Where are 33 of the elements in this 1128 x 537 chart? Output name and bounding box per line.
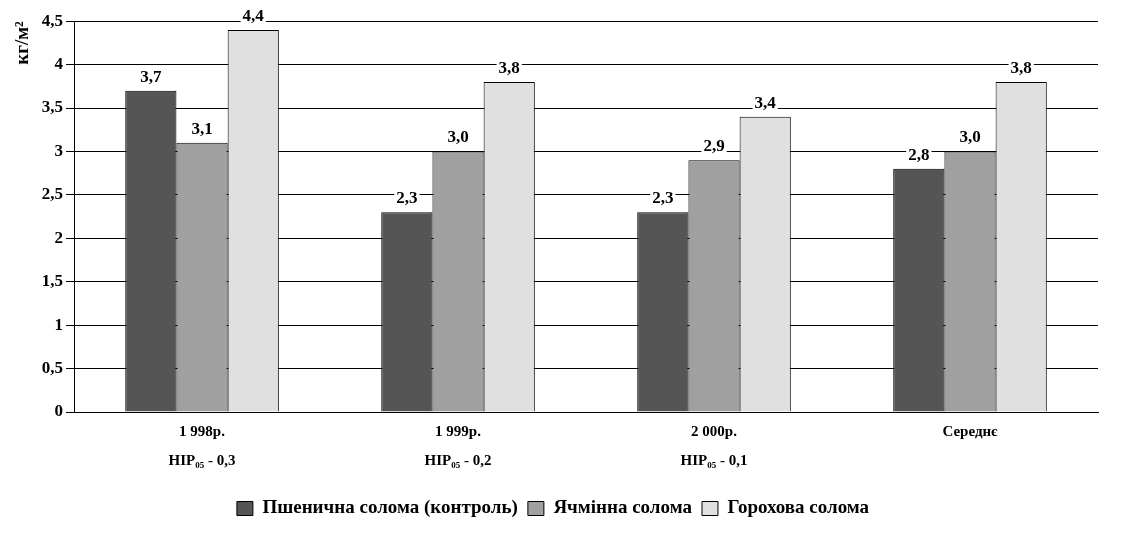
- y-tick-label: 2: [54, 227, 64, 247]
- data-label: 3,8: [1010, 57, 1032, 77]
- text: НІР₀₅ - 0,1: [680, 452, 748, 469]
- y-tick-label: 1,5: [41, 271, 64, 291]
- x-tick-label: 1 999р.: [435, 422, 482, 439]
- x-tick-label: 1 998р.: [179, 422, 226, 439]
- data-label: 2,9: [703, 136, 725, 156]
- y-tick-label: 0,5: [41, 357, 64, 377]
- data-label: 2,8: [908, 144, 930, 164]
- y-tick-label: 3: [54, 140, 64, 160]
- data-label: 3,0: [959, 127, 981, 147]
- data-label: 3,7: [140, 66, 162, 86]
- y-tick-label: 0: [54, 401, 64, 421]
- legend-label: Ячмінна солома: [553, 496, 693, 518]
- legend-label: Пшенична солома (контроль): [262, 496, 518, 519]
- y-tick-label: 4,5: [41, 10, 64, 30]
- legend-label: Горохова солома: [727, 496, 870, 518]
- x-tick-label: 2 000р.: [691, 422, 738, 439]
- y-tick-label: 4: [54, 54, 64, 74]
- y-tick-label: 1: [54, 314, 64, 334]
- y-axis-title: кг/м²: [11, 20, 33, 65]
- data-label: 3,4: [754, 92, 777, 112]
- y-tick-label: 2,5: [41, 184, 64, 204]
- data-label: 2,3: [652, 188, 674, 208]
- data-label: 2,3: [396, 188, 418, 208]
- data-label: 3,0: [447, 127, 469, 147]
- data-label: 3,1: [191, 118, 213, 138]
- x-tick-label: Середнє: [942, 422, 999, 439]
- text: НІР₀₅ - 0,3: [168, 452, 236, 469]
- data-label: 4,4: [242, 5, 265, 25]
- y-tick-label: 3,5: [41, 97, 64, 117]
- text: НІР₀₅ - 0,2: [424, 452, 492, 469]
- data-label: 3,8: [498, 57, 520, 77]
